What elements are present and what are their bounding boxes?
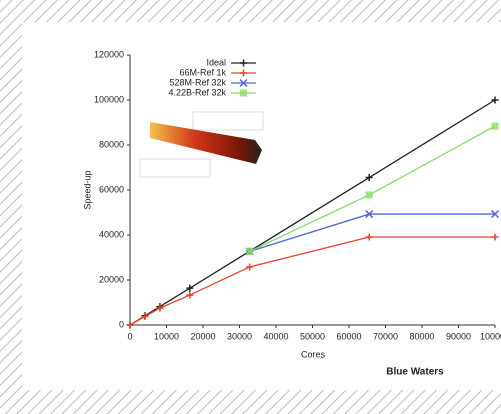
legend-label: 4.22B-Ref 32k <box>168 87 226 97</box>
marker <box>365 233 373 241</box>
x-tick-label: 0 <box>127 331 132 341</box>
x-tick-label: 40000 <box>263 331 288 341</box>
y-tick-label: 100000 <box>94 94 124 104</box>
annotation: Blue Waters <box>386 367 444 378</box>
marker <box>490 210 500 219</box>
marker <box>240 89 247 97</box>
marker <box>141 312 149 320</box>
x-tick-label: 10000 <box>154 331 179 341</box>
y-tick-label: 20000 <box>99 274 124 284</box>
inset-box <box>139 158 211 178</box>
marker <box>365 174 373 182</box>
y-tick-label: 0 <box>119 319 124 329</box>
y-tick-label: 40000 <box>99 229 124 239</box>
marker <box>491 96 499 104</box>
inset-image <box>150 122 262 164</box>
x-tick-label: 20000 <box>190 331 215 341</box>
marker <box>156 304 164 312</box>
y-tick-label: 80000 <box>99 139 124 149</box>
y-axis-label: Speed-up <box>82 170 92 209</box>
legend-label: 66M-Ref 1k <box>179 67 226 77</box>
marker <box>365 191 373 199</box>
marker <box>186 291 194 299</box>
x-tick-label: 70000 <box>373 331 398 341</box>
marker <box>491 233 499 241</box>
x-tick-label: 60000 <box>336 331 361 341</box>
marker <box>240 69 247 77</box>
marker <box>239 78 248 88</box>
panel <box>22 22 501 390</box>
y-tick-label: 120000 <box>94 49 124 59</box>
x-tick-label: 80000 <box>409 331 434 341</box>
marker <box>240 59 247 67</box>
marker <box>365 210 374 219</box>
legend-label: Ideal <box>206 57 226 67</box>
marker <box>246 263 254 271</box>
legend-label: 528M-Ref 32k <box>169 77 226 87</box>
inset-box <box>192 111 264 131</box>
x-axis-label: Cores <box>301 349 326 359</box>
x-tick-label: 100000 <box>480 331 501 341</box>
marker <box>246 247 254 255</box>
y-tick-label: 60000 <box>99 184 124 194</box>
x-tick-label: 50000 <box>300 331 325 341</box>
x-tick-label: 90000 <box>446 331 471 341</box>
marker <box>186 284 194 292</box>
marker <box>126 321 134 329</box>
marker <box>491 122 499 130</box>
x-tick-label: 30000 <box>227 331 252 341</box>
